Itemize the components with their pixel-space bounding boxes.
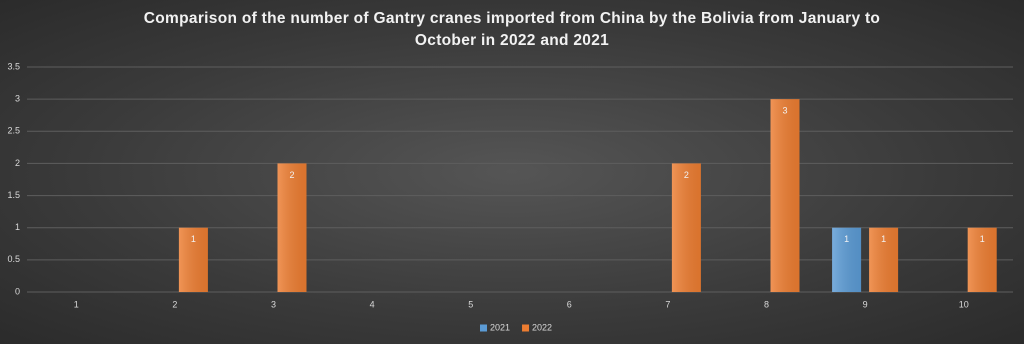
x-tick-label: 4 [370,299,375,309]
chart-title: Comparison of the number of Gantry crane… [143,10,881,49]
data-label: 1 [881,234,886,244]
bar-shade [967,227,997,292]
bar-shade [770,99,800,293]
y-tick-label: 2 [15,158,20,168]
bar-shade [832,227,862,292]
x-tick-label: 9 [863,299,868,309]
legend-label: 2021 [490,322,510,332]
legend-swatch [522,324,530,332]
x-tick-label: 1 [74,299,79,309]
y-tick-label: 0.5 [7,254,20,264]
legend-label: 2022 [532,322,552,332]
y-tick-label: 1.5 [7,190,20,200]
bar-shade [671,163,701,292]
x-tick-label: 5 [468,299,473,309]
x-tick-label: 6 [567,299,572,309]
y-tick-label: 3.5 [7,61,20,71]
bar-shade [277,163,307,292]
bar-shade [869,227,899,292]
x-tick-label: 10 [959,299,969,309]
data-label: 3 [782,106,787,116]
y-tick-label: 0 [15,286,20,296]
data-label: 2 [684,170,689,180]
y-tick-label: 1 [15,222,20,232]
data-label: 1 [980,234,985,244]
legend-swatch [480,324,487,332]
bar-shade [178,227,208,292]
x-tick-label: 2 [172,299,177,309]
data-label: 1 [191,234,196,244]
y-tick-label: 3 [15,94,20,104]
x-tick-label: 3 [271,299,276,309]
data-label: 2 [289,170,294,180]
x-tick-label: 7 [665,299,670,309]
data-label: 1 [844,234,849,244]
x-tick-label: 8 [764,299,769,309]
y-tick-label: 2.5 [7,126,20,136]
